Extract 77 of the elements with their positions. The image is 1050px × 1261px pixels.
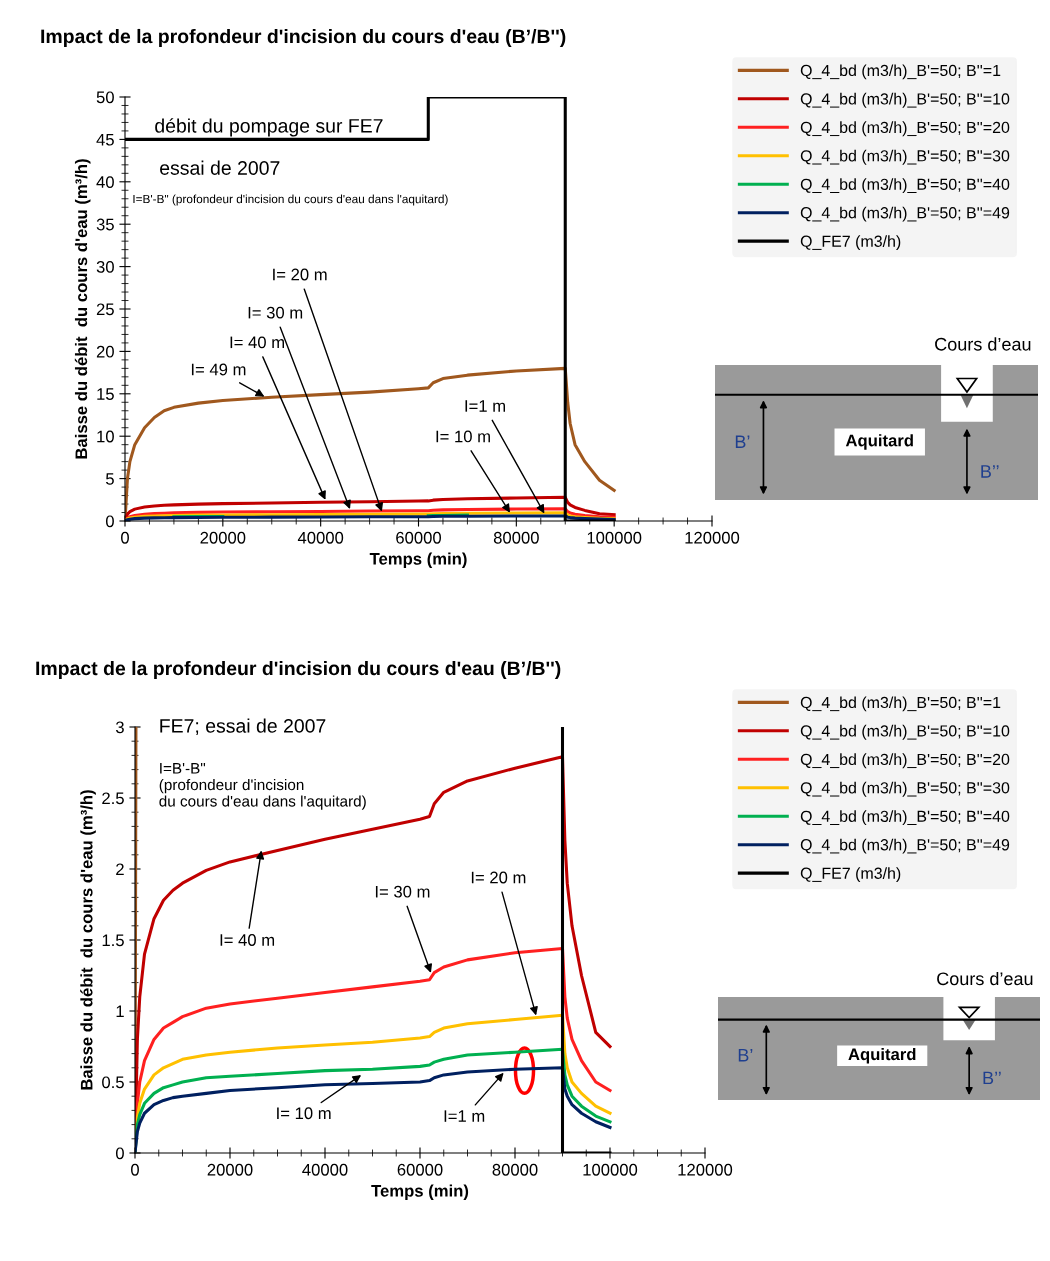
- y-tick-label: 20: [96, 345, 114, 358]
- y-tick-label: 15: [97, 388, 114, 400]
- x-tick-label: 120000: [678, 1163, 733, 1176]
- annotation: I= 40 m: [220, 934, 275, 946]
- x-tick-label: 60000: [396, 531, 442, 544]
- y-tick-label: 0: [115, 1147, 124, 1160]
- x-tick-label: 20000: [207, 1163, 253, 1176]
- x-tick-label: 120000: [685, 531, 740, 544]
- annotation: I= 30 m: [248, 306, 303, 319]
- legend-label: Q_FE7 (m3/h): [800, 235, 901, 251]
- annotation: I= 10 m: [277, 1107, 331, 1120]
- legend-label: Q_4_bd (m3/h)_B'=50; B''=1: [800, 64, 1001, 80]
- legend-label: Q_4_bd (m3/h)_B'=50; B''=40: [800, 810, 1010, 826]
- line-series: [135, 1066, 612, 1153]
- x-tick-label: 100000: [583, 1163, 638, 1176]
- y-tick-label: 30: [96, 261, 114, 273]
- x-tick-label: 40000: [297, 531, 344, 544]
- y-tick-label: 25: [96, 303, 114, 316]
- annotation: I=1 m: [465, 400, 505, 412]
- x-tick-label: 80000: [492, 1163, 538, 1176]
- x-tick-label: 100000: [587, 531, 642, 544]
- y-tick-label: 35: [96, 218, 114, 231]
- y-tick-label: 3: [115, 721, 124, 734]
- y-tick-label: 1.5: [102, 934, 124, 947]
- legend-label: Q_4_bd (m3/h)_B'=50; B''=49: [800, 838, 1010, 854]
- annotation: essai de 2007: [160, 160, 280, 175]
- x-axis-title: Temps (min): [371, 1184, 469, 1201]
- text: B’: [738, 1048, 753, 1062]
- legend-label: Q_4_bd (m3/h)_B'=50; B''=10: [800, 92, 1010, 108]
- annotation: I=1 m: [444, 1110, 485, 1122]
- annotation: I= 20 m: [273, 268, 327, 281]
- annotation: I= 49 m: [191, 363, 246, 376]
- legend-label: Q_4_bd (m3/h)_B'=50; B''=30: [800, 781, 1010, 797]
- y-axis-title: Baisse du débit du cours d'eau (m³/h): [80, 790, 96, 1090]
- y-tick-label: 50: [96, 91, 114, 104]
- text: Cours d’eau: [935, 337, 1031, 351]
- y-tick-label: 0: [105, 515, 114, 528]
- annotation: I= 40 m: [230, 336, 284, 349]
- text: Cours d’eau: [937, 971, 1033, 986]
- y-tick-label: 1: [116, 1005, 124, 1018]
- text: B’’: [981, 465, 999, 478]
- x-tick-label: 80000: [493, 531, 539, 544]
- chart-title: Impact de la profondeur d'incision du cours d'eau (B’/B''): [36, 660, 561, 680]
- legend-label: Q_4_bd (m3/h)_B'=50; B''=40: [800, 178, 1010, 194]
- x-tick-label: 40000: [302, 1163, 348, 1176]
- text: Aquitard: [848, 1047, 916, 1064]
- chart-title: Impact de la profondeur d'incision du cours d'eau (B’/B''): [41, 28, 566, 48]
- y-tick-label: 0.5: [102, 1076, 124, 1089]
- annotation: FE7; essai de 2007: [160, 718, 326, 736]
- y-tick-label: 10: [97, 430, 114, 443]
- x-tick-label: 0: [131, 1163, 139, 1176]
- legend-label: Q_4_bd (m3/h)_B'=50; B''=20: [800, 753, 1010, 769]
- text: Aquitard: [845, 434, 913, 450]
- annotation: débit du pompage sur FE7: [155, 118, 383, 137]
- annotation: I= 10 m: [436, 430, 490, 443]
- x-tick-label: 60000: [397, 1163, 443, 1176]
- annotation: I= 30 m: [375, 885, 430, 898]
- annotation: I=B'-B" (profondeur d'incision du cours d'eau dans l'aquitard): [159, 763, 366, 810]
- y-axis-title: Baisse du débit du cours d'eau (m³/h): [74, 159, 91, 459]
- legend-label: Q_FE7 (m3/h): [800, 867, 901, 883]
- line-series: [125, 507, 616, 521]
- legend-label: Q_4_bd (m3/h)_B'=50; B''=20: [800, 121, 1010, 137]
- legend-label: Q_4_bd (m3/h)_B'=50; B''=49: [800, 206, 1010, 222]
- legend-label: Q_4_bd (m3/h)_B'=50; B''=10: [800, 724, 1010, 740]
- text: B’’: [983, 1071, 1001, 1085]
- y-tick-label: 2.5: [102, 792, 124, 805]
- y-tick-label: 2: [116, 863, 124, 876]
- y-tick-label: 45: [96, 133, 114, 146]
- legend-label: Q_4_bd (m3/h)_B'=50; B''=1: [800, 696, 1001, 712]
- text: B’: [735, 435, 750, 448]
- y-tick-label: 40: [96, 176, 114, 188]
- y-tick-label: 5: [105, 473, 114, 485]
- annotation: I= 20 m: [471, 871, 526, 884]
- legend-label: Q_4_bd (m3/h)_B'=50; B''=30: [800, 149, 1010, 165]
- annotation: I=B'-B" (profondeur d'incision du cours d'eau dans l'aquitard): [133, 194, 448, 206]
- x-tick-label: 20000: [200, 531, 246, 544]
- x-axis-title: Temps (min): [369, 552, 467, 569]
